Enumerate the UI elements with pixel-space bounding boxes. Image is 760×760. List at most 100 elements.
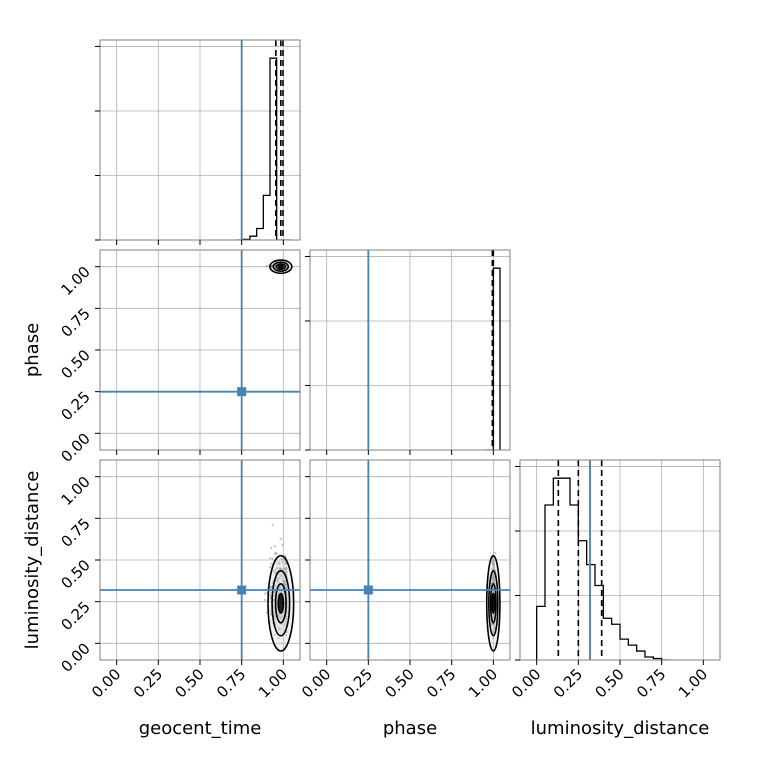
scatter-point bbox=[285, 570, 288, 574]
scatter-point bbox=[491, 575, 494, 579]
x-tick-label: 0.00 bbox=[298, 665, 334, 701]
scatter-point bbox=[275, 567, 278, 571]
y-tick-label: 0.75 bbox=[57, 514, 93, 550]
scatter-point bbox=[280, 575, 283, 578]
scatter-point bbox=[272, 594, 276, 598]
scatter-point bbox=[491, 623, 495, 627]
scatter-point bbox=[279, 585, 282, 589]
scatter-point bbox=[491, 580, 494, 583]
scatter-point bbox=[492, 567, 496, 570]
x-tick-label: 1.00 bbox=[675, 665, 711, 701]
scatter-point bbox=[274, 584, 277, 588]
scatter-point bbox=[492, 616, 495, 619]
scatter-point bbox=[275, 552, 278, 556]
density-contour bbox=[491, 592, 496, 614]
scatter-point bbox=[279, 537, 282, 540]
histogram-step bbox=[486, 267, 501, 450]
scatter-point bbox=[492, 575, 495, 578]
scatter-point bbox=[278, 586, 282, 589]
x-tick-label: 0.00 bbox=[88, 665, 124, 701]
scatter-point bbox=[282, 582, 285, 585]
scatter-point bbox=[492, 578, 495, 581]
scatter-point bbox=[491, 576, 495, 580]
x-tick-label: 0.75 bbox=[633, 665, 669, 701]
scatter-point bbox=[278, 562, 281, 566]
scatter-point bbox=[492, 574, 495, 578]
scatter-point bbox=[493, 575, 496, 579]
histogram-step bbox=[536, 477, 670, 660]
scatter-point bbox=[277, 560, 281, 564]
x-axis-title: phase bbox=[383, 718, 437, 739]
scatter-point bbox=[279, 627, 282, 631]
scatter-point bbox=[281, 614, 284, 618]
scatter-point bbox=[282, 580, 286, 583]
scatter-point bbox=[284, 619, 287, 623]
x-tick-label: 0.75 bbox=[423, 665, 459, 701]
scatter-point bbox=[284, 583, 287, 586]
scatter-point bbox=[279, 567, 282, 571]
scatter-point bbox=[279, 618, 282, 622]
y-tick-label: 0.25 bbox=[57, 598, 93, 634]
scatter-point bbox=[490, 581, 493, 584]
scatter-point bbox=[492, 580, 496, 584]
scatter-point bbox=[283, 580, 287, 584]
panel-2-0-content bbox=[100, 460, 300, 660]
scatter-point bbox=[275, 577, 279, 581]
scatter-point bbox=[492, 561, 495, 564]
scatter-point bbox=[492, 565, 496, 569]
truth-marker bbox=[363, 585, 373, 595]
scatter-point bbox=[491, 559, 495, 562]
scatter-point bbox=[493, 577, 496, 581]
scatter-point bbox=[283, 583, 287, 587]
scatter-point bbox=[491, 572, 495, 576]
y-tick-label: 0.00 bbox=[57, 639, 93, 675]
x-tick-label: 0.75 bbox=[213, 665, 249, 701]
y-tick-label: 0.25 bbox=[57, 388, 93, 424]
scatter-point bbox=[493, 625, 496, 629]
scatter-point bbox=[492, 590, 495, 593]
y-tick-label: 1.00 bbox=[57, 263, 93, 299]
x-axis-title: geocent_time bbox=[139, 718, 262, 739]
scatter-point bbox=[276, 576, 279, 579]
scatter-point bbox=[268, 556, 272, 560]
scatter-point bbox=[491, 560, 494, 563]
scatter-point bbox=[281, 615, 284, 618]
scatter-point bbox=[283, 584, 287, 587]
scatter-point bbox=[278, 566, 281, 570]
scatter-point bbox=[273, 552, 277, 556]
scatter-point bbox=[492, 563, 495, 567]
scatter-point bbox=[282, 580, 286, 584]
histogram-step bbox=[236, 57, 290, 240]
scatter-point bbox=[263, 592, 267, 595]
scatter-point bbox=[280, 616, 284, 620]
panel-1-1-content bbox=[310, 250, 510, 450]
scatter-point bbox=[492, 576, 496, 579]
scatter-point bbox=[492, 623, 495, 626]
scatter-point bbox=[265, 264, 268, 268]
x-tick-label: 0.50 bbox=[171, 665, 207, 701]
scatter-point bbox=[272, 604, 276, 608]
scatter-point bbox=[285, 566, 288, 570]
truth-marker bbox=[237, 585, 247, 595]
scatter-point bbox=[273, 633, 276, 636]
scatter-point bbox=[283, 568, 286, 571]
scatter-point bbox=[493, 575, 496, 578]
scatter-point bbox=[284, 570, 288, 573]
scatter-point bbox=[492, 576, 495, 580]
scatter-point bbox=[282, 590, 285, 593]
scatter-point bbox=[284, 583, 287, 586]
scatter-point bbox=[284, 584, 287, 587]
scatter-point bbox=[491, 581, 495, 584]
scatter-point bbox=[269, 610, 272, 613]
y-axis-title: luminosity_distance bbox=[22, 471, 43, 650]
scatter-point bbox=[273, 544, 277, 548]
scatter-point bbox=[280, 558, 283, 561]
scatter-point bbox=[277, 613, 280, 617]
scatter-point bbox=[492, 586, 495, 589]
scatter-point bbox=[270, 264, 273, 268]
scatter-point bbox=[275, 583, 279, 586]
scatter-point bbox=[284, 582, 287, 585]
scatter-point bbox=[284, 583, 287, 587]
scatter-point bbox=[270, 562, 273, 566]
scatter-point bbox=[492, 590, 495, 593]
